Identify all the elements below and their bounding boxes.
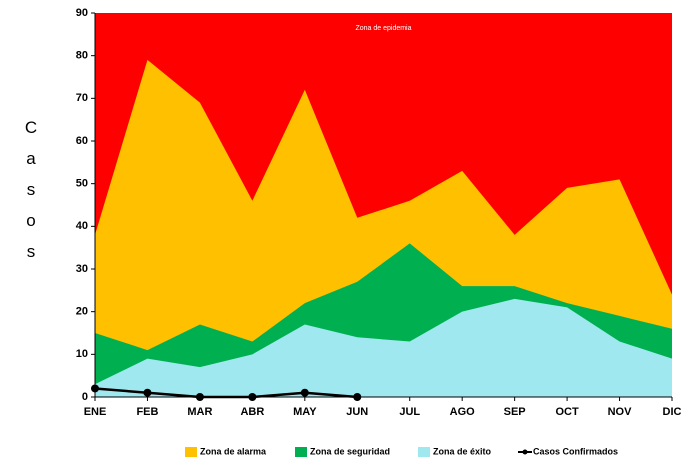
x-tick-label: SEP: [504, 406, 526, 418]
y-tick-label: 0: [82, 391, 88, 403]
y-tick-label: 20: [76, 306, 88, 318]
x-tick-label: ENE: [84, 406, 107, 418]
x-tick-label: MAR: [187, 406, 212, 418]
area: [95, 298, 672, 397]
y-tick-label: 90: [76, 7, 88, 19]
y-tick-label: 70: [76, 92, 88, 104]
x-tick-label: AGO: [450, 406, 476, 418]
y-tick-label: 60: [76, 135, 88, 147]
y-axis-label: Casos: [22, 118, 41, 273]
x-tick-label: JUN: [346, 406, 368, 418]
legend-label: Zona de éxito: [433, 446, 492, 456]
y-tick-label: 50: [76, 178, 88, 190]
x-tick-label: NOV: [608, 406, 633, 418]
x-tick-label: JUL: [399, 406, 420, 418]
x-tick-label: OCT: [555, 406, 579, 418]
annotation: Zona de epidemia: [355, 25, 411, 32]
legend-swatch: [295, 447, 307, 457]
y-tick-label: 30: [76, 263, 88, 275]
legend-swatch-marker: [522, 449, 528, 455]
x-tick-label: DIC: [663, 406, 682, 418]
x-tick-label: ABR: [240, 406, 264, 418]
legend-label: Casos Confirmados: [533, 446, 618, 456]
legend-swatch: [185, 447, 197, 457]
x-tick-label: MAY: [293, 406, 317, 418]
legend-swatch: [418, 447, 430, 457]
y-tick-label: 40: [76, 220, 88, 232]
line-marker: [300, 388, 309, 397]
line-marker: [143, 388, 152, 397]
legend-label: Zona de seguridad: [310, 446, 390, 456]
y-tick-label: 10: [76, 348, 88, 360]
x-tick-label: FEB: [136, 406, 158, 418]
y-tick-label: 80: [76, 50, 88, 62]
legend-label: Zona de alarma: [200, 446, 267, 456]
